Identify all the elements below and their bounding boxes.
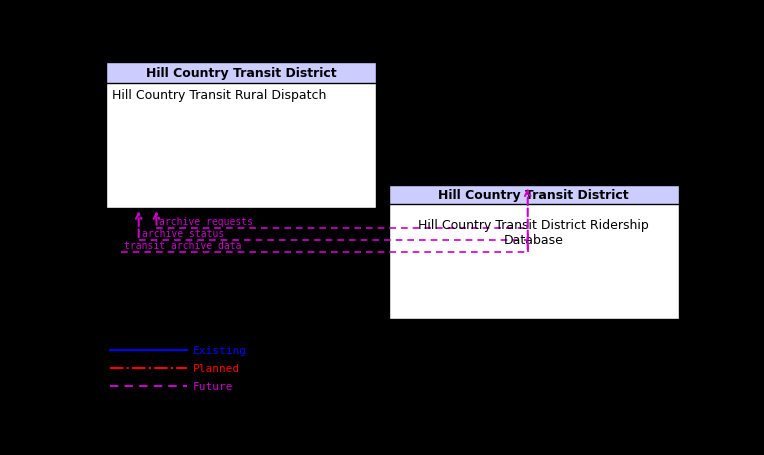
Text: Hill Country Transit Rural Dispatch: Hill Country Transit Rural Dispatch [112, 89, 326, 102]
Text: Planned: Planned [193, 363, 241, 373]
Text: archive status: archive status [141, 228, 224, 238]
Text: Future: Future [193, 381, 234, 391]
Text: transit archive data: transit archive data [124, 241, 241, 251]
Text: Hill Country Transit District Ridership
Database: Hill Country Transit District Ridership … [418, 219, 649, 247]
Text: Hill Country Transit District: Hill Country Transit District [146, 67, 336, 80]
Text: archive requests: archive requests [160, 216, 254, 226]
Bar [106, 63, 376, 84]
Text: Existing: Existing [193, 346, 248, 356]
Bar [389, 186, 678, 319]
Text: Hill Country Transit District: Hill Country Transit District [439, 189, 629, 202]
Bar [106, 63, 376, 209]
Bar [389, 186, 678, 205]
